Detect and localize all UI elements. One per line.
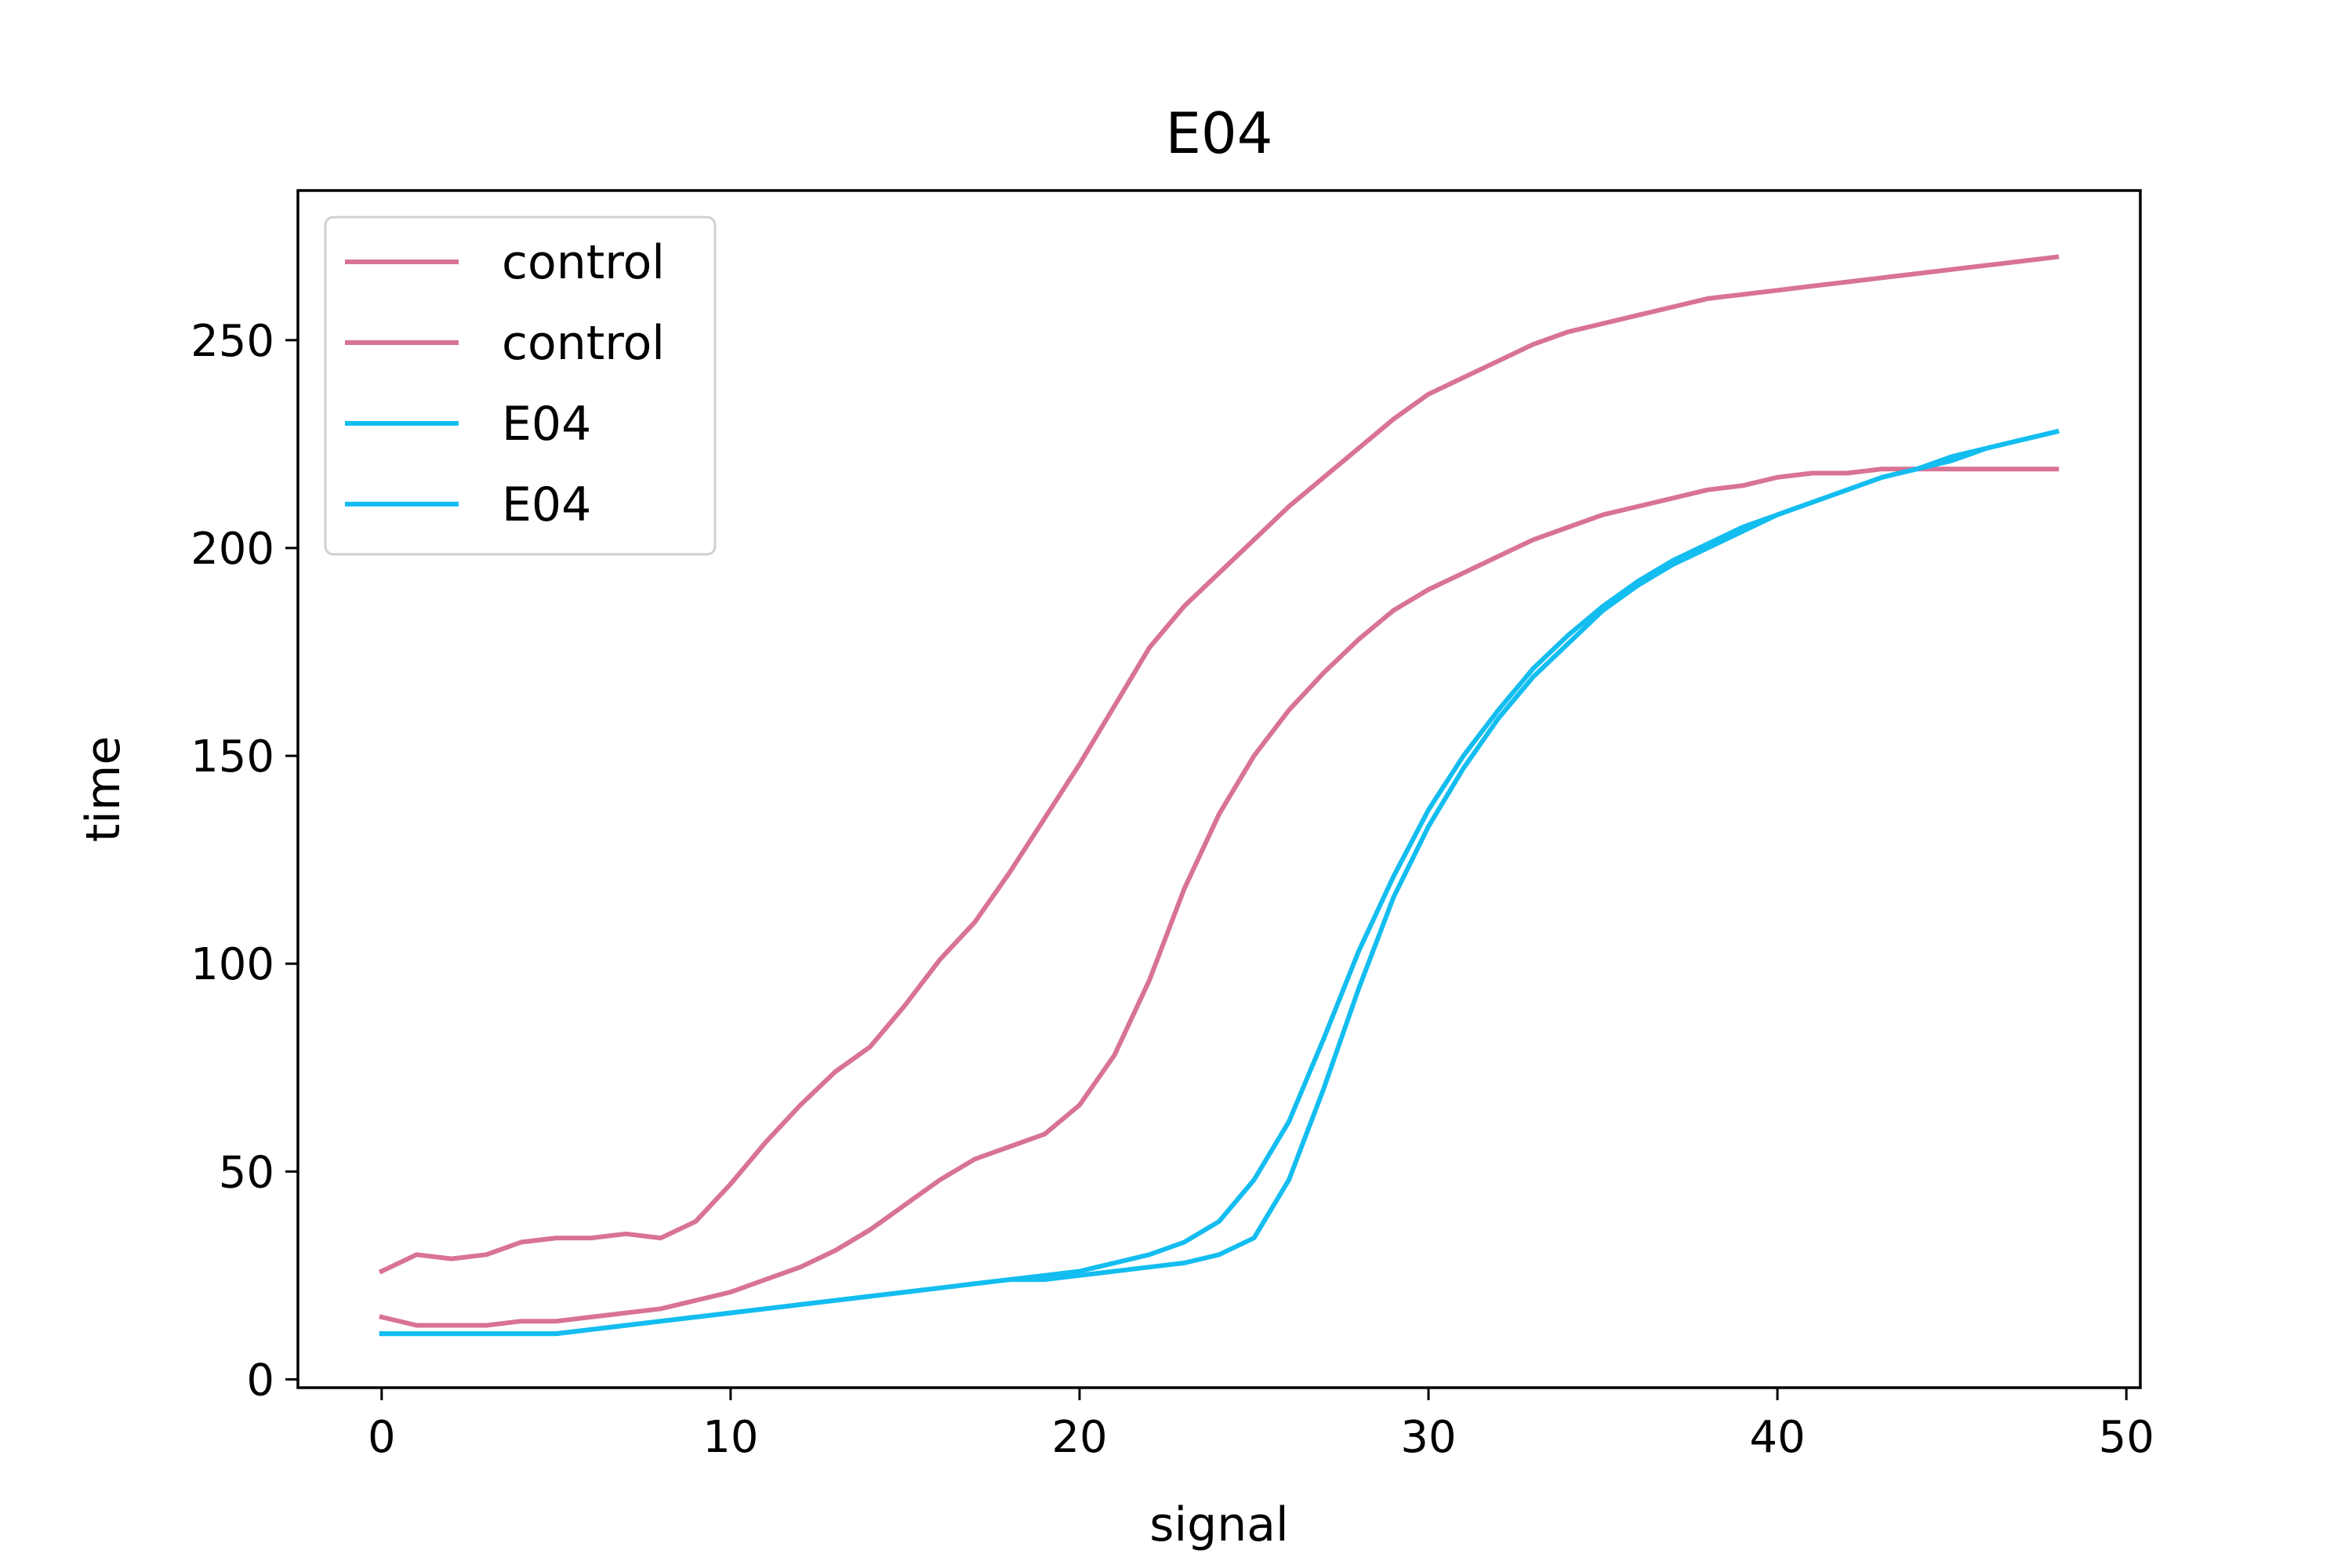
legend-label: E04 — [502, 397, 591, 452]
legend-box — [324, 216, 717, 556]
y-tick-label: 50 — [219, 1147, 274, 1198]
legend-label: control — [502, 235, 665, 290]
series-line-1 — [378, 254, 2060, 1275]
y-tick-label: 250 — [191, 316, 274, 367]
x-tick-label: 0 — [368, 1412, 396, 1463]
plot-frame — [296, 189, 2142, 1389]
plot-area — [296, 189, 2142, 1389]
y-tick-label: 0 — [246, 1355, 274, 1406]
x-axis: 0 10 20 30 40 50 — [368, 1388, 2154, 1463]
legend: control control E04 E04 — [324, 216, 717, 556]
series-line-2 — [379, 466, 2060, 1328]
chart-title: E04 — [1165, 100, 1272, 166]
y-tick-label: 150 — [191, 731, 274, 782]
y-tick-label: 200 — [191, 524, 274, 575]
series-line-4 — [379, 428, 2060, 1337]
y-axis-label: time — [76, 736, 131, 843]
x-axis-label: signal — [1149, 1497, 1288, 1552]
y-tick-label: 100 — [191, 939, 274, 990]
y-axis: 0 50 100 150 200 250 — [191, 316, 298, 1406]
x-tick-label: 50 — [2099, 1412, 2154, 1463]
x-tick-label: 30 — [1400, 1412, 1456, 1463]
legend-label: control — [502, 316, 665, 371]
x-tick-label: 10 — [702, 1412, 758, 1463]
legend-label: E04 — [502, 477, 591, 532]
x-tick-label: 20 — [1051, 1412, 1107, 1463]
x-tick-label: 40 — [1749, 1412, 1805, 1463]
